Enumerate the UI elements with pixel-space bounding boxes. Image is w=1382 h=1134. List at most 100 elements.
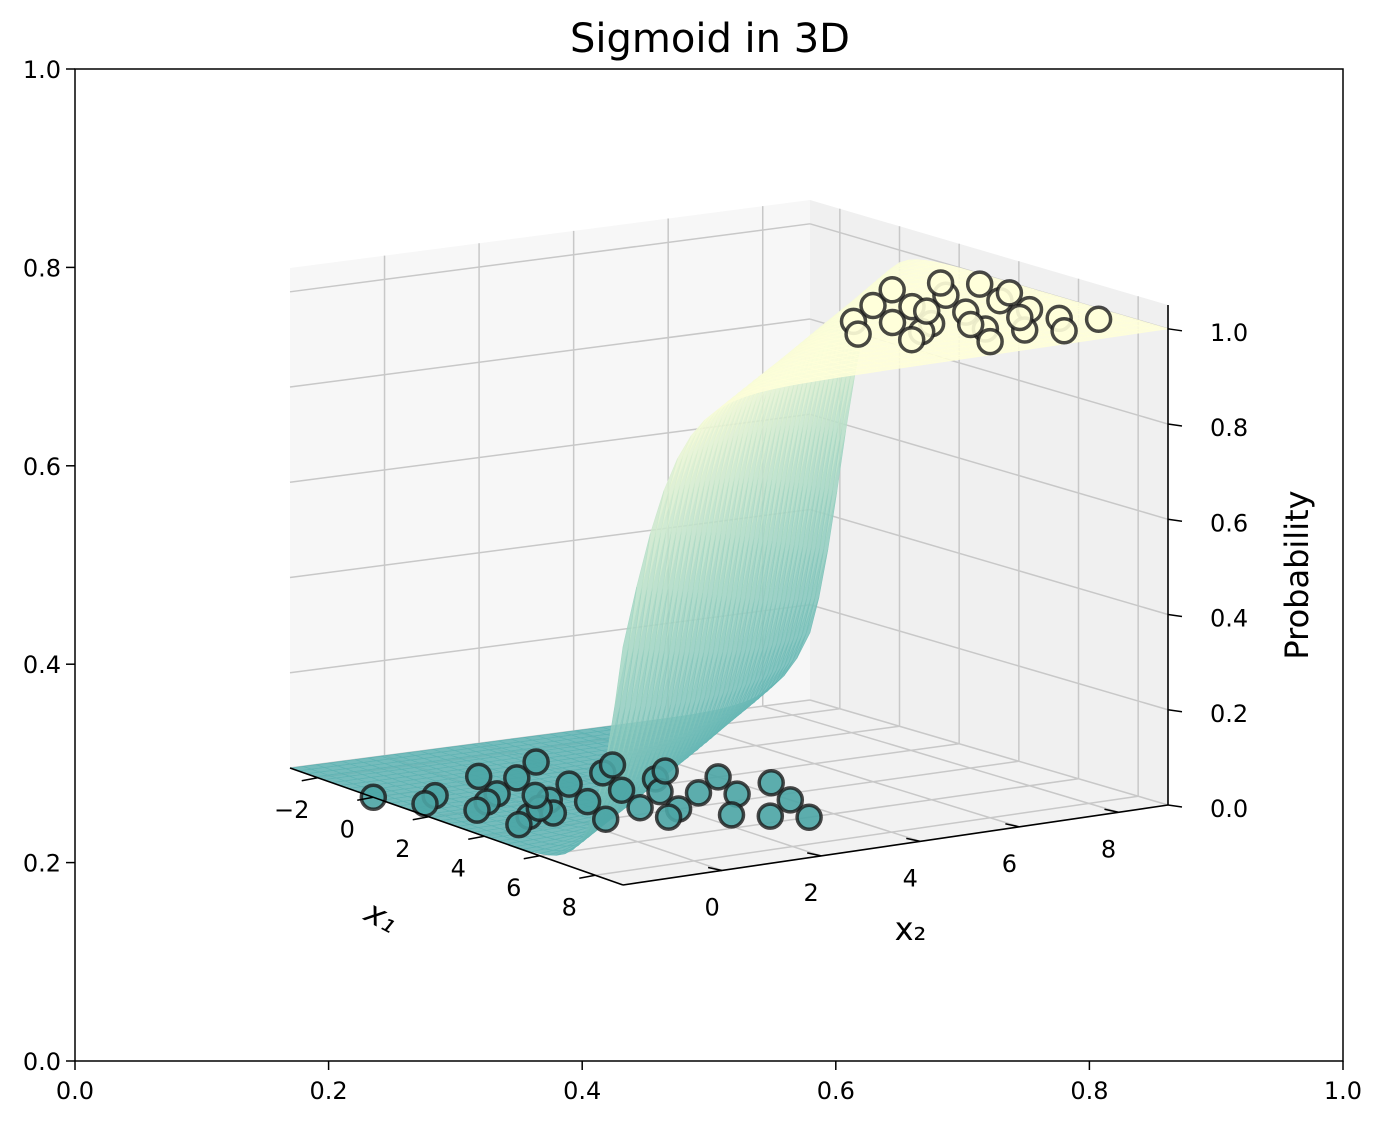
x2-tick-label: 6 <box>1002 850 1017 878</box>
x2-tick <box>906 837 921 843</box>
chart-title: Sigmoid in 3D <box>570 16 850 62</box>
outer-axes: 0.0 0.2 0.4 0.6 0.8 1.0 0.0 0.2 0.4 0.6 0.8 1.0 <box>23 56 1362 1105</box>
z-tick <box>1167 613 1183 618</box>
x1-tick <box>579 874 596 879</box>
scatter-point-class-0 <box>463 796 491 824</box>
x1-tick-label: 8 <box>562 893 577 921</box>
z-tick-label: 1.0 <box>1210 319 1248 347</box>
scatter-point-class-1 <box>926 269 955 297</box>
outer-y-tick-label: 0.0 <box>23 1048 61 1076</box>
z-tick <box>1167 804 1183 808</box>
x1-tick <box>412 816 429 821</box>
grid-wall-right-z <box>809 699 1169 806</box>
scatter-point-class-1 <box>912 297 941 325</box>
outer-x-tick-label: 0.6 <box>817 1077 855 1105</box>
scatter-point-class-0 <box>704 763 732 791</box>
scatter-point-class-0 <box>717 801 746 829</box>
scatter-point-class-0 <box>684 779 713 807</box>
axes-3d-lines <box>289 305 1169 886</box>
x1-tick-label: −2 <box>274 796 309 824</box>
z-tick <box>1167 709 1183 713</box>
scatter-point-class-0 <box>756 802 785 830</box>
x1-tick-label: 2 <box>395 835 410 863</box>
sigmoid-surface <box>289 259 1169 856</box>
z-tick-label: 0.8 <box>1210 414 1248 442</box>
x2-tick-label: 4 <box>903 864 918 892</box>
scatter-point-class-1 <box>897 325 926 354</box>
scatter-point-class-1 <box>859 291 887 320</box>
grid-wall-right-z <box>809 508 1169 616</box>
grid-floor-y <box>667 717 1020 828</box>
grid-wall-right-z <box>809 604 1169 711</box>
outer-y-tick-label: 0.8 <box>23 254 61 282</box>
scatter-point-class-1 <box>1084 305 1113 334</box>
outer-y-tick-label: 0.6 <box>23 453 61 481</box>
axes-3d: −2 0 2 4 6 8 0 2 4 6 8 0.0 0.2 0.4 0.6 0.8 1.0 x₁ x₂ Pro… <box>274 200 1316 948</box>
scatter-point-class-0 <box>598 751 627 779</box>
x1-tick <box>301 777 318 782</box>
scatter-point-class-0 <box>464 762 493 791</box>
outer-y-tick-label: 0.4 <box>23 651 61 679</box>
x2-axis-line <box>622 804 1169 886</box>
outer-x-tick-label: 0.4 <box>563 1077 601 1105</box>
scatter-point-class-0 <box>591 805 620 833</box>
scatter-point-class-1 <box>1050 317 1078 345</box>
x1-tick <box>468 835 485 840</box>
x2-tick-label: 0 <box>704 893 719 921</box>
scatter-point-class-0 <box>654 803 683 831</box>
x2-axis-label: x₂ <box>895 910 927 948</box>
z-tick-label: 0.4 <box>1210 605 1248 633</box>
scatter-point-class-0 <box>573 787 602 816</box>
scatter-point-class-1 <box>1006 303 1034 332</box>
grid-wall-left-z <box>289 318 811 388</box>
x1-tick <box>523 855 540 860</box>
z-tick <box>1167 328 1183 332</box>
z-tick <box>1167 423 1183 427</box>
z-tick-label: 0.2 <box>1210 700 1248 728</box>
scatter-point-class-0 <box>651 757 679 785</box>
grid-wall-left-z <box>289 223 811 293</box>
outer-x-tick-label: 0.2 <box>310 1077 348 1105</box>
z-tick <box>1167 518 1183 523</box>
surface-patch <box>614 587 637 707</box>
grid-floor-y <box>762 705 1119 813</box>
x1-tick-label: 0 <box>340 815 355 843</box>
grid-wall-right-z <box>809 413 1169 521</box>
scatter-point-class-1 <box>844 320 872 348</box>
x2-tick <box>1104 808 1119 814</box>
x2-tick <box>1005 823 1020 828</box>
grid-floor-x <box>595 795 1139 876</box>
z-tick-label: 0.6 <box>1210 509 1248 537</box>
outer-x-tick-label: 1.0 <box>1324 1077 1362 1105</box>
x1-axis-line <box>289 767 624 886</box>
outer-x-tick-label: 0.8 <box>1070 1077 1108 1105</box>
scatter-point-class-0 <box>503 764 531 792</box>
x1-axis-label: x₁ <box>358 892 405 941</box>
outer-axes-frame <box>74 68 1344 1062</box>
scatter-point-class-0 <box>607 776 636 804</box>
probability-axis-label: Probability <box>1278 490 1316 659</box>
outer-y-ticks: 0.0 0.2 0.4 0.6 0.8 1.0 <box>23 56 75 1076</box>
outer-y-tick-label: 0.2 <box>23 850 61 878</box>
scatter-point-class-0 <box>757 769 785 797</box>
x1-tick <box>357 796 374 801</box>
x1-tick-label: 6 <box>506 874 521 902</box>
scatter-point-class-1 <box>995 279 1024 307</box>
scatter-point-class-1 <box>878 276 906 304</box>
x1-tick-label: 4 <box>451 854 466 882</box>
scatter-point-class-0 <box>555 770 583 798</box>
outer-y-tick-label: 1.0 <box>23 56 61 84</box>
scatter-point-class-1 <box>956 310 985 339</box>
outer-x-tick-label: 0.0 <box>56 1077 94 1105</box>
x2-tick <box>807 852 822 857</box>
scatter-point-class-0 <box>522 748 550 776</box>
scatter-point-class-1 <box>976 327 1004 356</box>
x2-tick-label: 2 <box>804 879 819 907</box>
outer-x-ticks: 0.0 0.2 0.4 0.6 0.8 1.0 <box>56 1061 1362 1105</box>
x2-tick <box>707 866 723 872</box>
scatter-point-class-0 <box>795 803 823 832</box>
z-tick-label: 0.0 <box>1210 795 1248 823</box>
x2-tick-label: 8 <box>1101 835 1116 863</box>
scatter-point-class-0 <box>776 786 805 814</box>
